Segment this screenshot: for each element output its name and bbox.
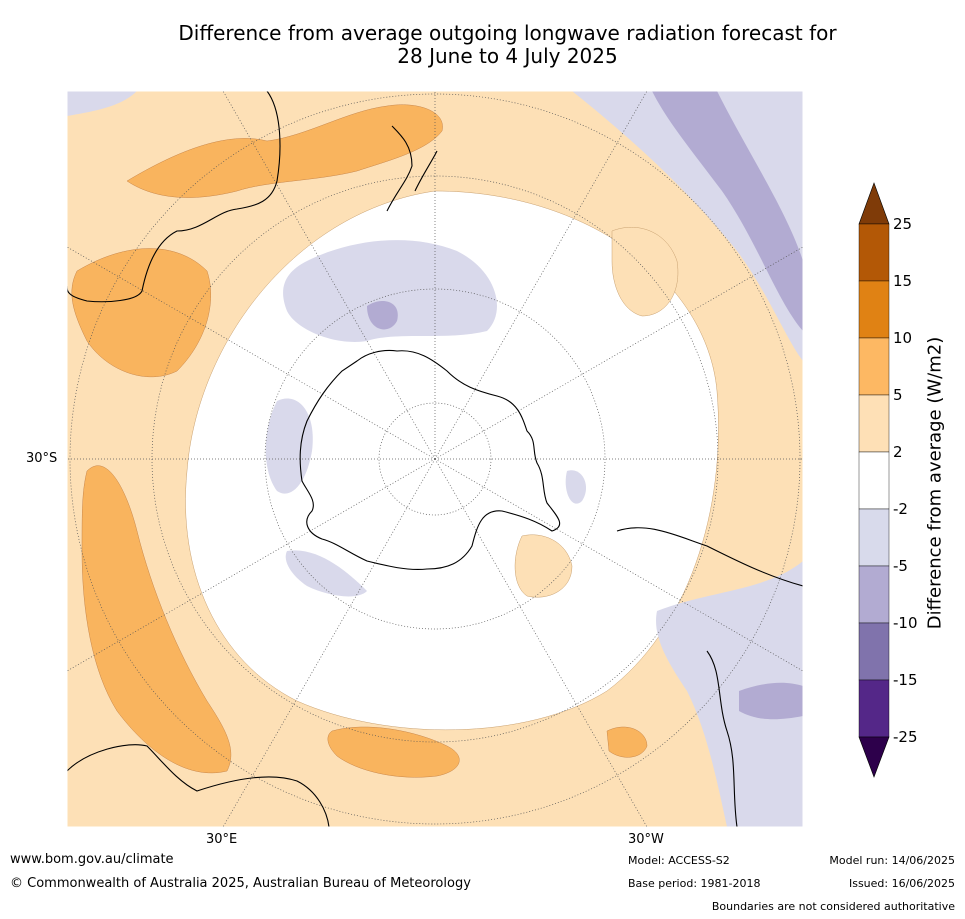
colorbar-segment — [858, 337, 890, 396]
colorbar-tick: -2 — [893, 500, 908, 518]
anomaly-pos-top-band — [126, 104, 443, 198]
map-title: Difference from average outgoing longwav… — [100, 22, 915, 68]
colorbar-segment — [858, 394, 890, 453]
model-text: Model: ACCESS-S2 — [628, 854, 730, 867]
colorbar-tick: 25 — [893, 215, 913, 233]
base-period-text: Base period: 1981-2018 — [628, 877, 761, 890]
colorbar-segment — [858, 679, 890, 738]
anomaly-neg-lower-right — [656, 561, 803, 827]
colorbar-tick: -15 — [893, 671, 918, 689]
graticule-lon — [67, 91, 803, 827]
colorbar-segment — [858, 508, 890, 567]
colorbar-tick: 2 — [893, 443, 903, 461]
anomaly-pos-bottom-right — [606, 726, 648, 758]
lon-label-30w: 30°W — [628, 832, 664, 847]
colorbar-segment — [858, 223, 890, 282]
colorbar-tick: -25 — [893, 728, 918, 746]
colorbar-tick: 5 — [893, 386, 903, 404]
colorbar-tick: 15 — [893, 272, 913, 290]
website-link[interactable]: www.bom.gov.au/climate — [10, 852, 174, 867]
title-line-2: 28 June to 4 July 2025 — [397, 44, 618, 68]
colorbar-segment — [858, 565, 890, 624]
anomaly-pos-patch-se — [514, 534, 573, 598]
anomaly-pos-bottom-band — [327, 726, 460, 778]
colorbar-tick: -10 — [893, 614, 918, 632]
anomaly-pos-left-upper — [71, 248, 211, 378]
anomaly-neg-antarctic-a — [283, 240, 497, 342]
colorbar-arrow-top — [858, 182, 890, 225]
anomaly-neg-top-left — [67, 91, 137, 116]
title-line-1: Difference from average outgoing longwav… — [178, 21, 837, 45]
colorbar-segment — [858, 280, 890, 339]
anomaly-neg-antarctic-b — [367, 301, 398, 330]
issued-text: Issued: 16/06/2025 — [848, 877, 955, 890]
coastline-south-america — [616, 527, 803, 827]
colorbar — [858, 182, 890, 778]
copyright-text: © Commonwealth of Australia 2025, Austra… — [10, 876, 471, 891]
anomaly-pos-patch-e — [611, 227, 679, 317]
polar-map — [67, 91, 803, 827]
colorbar-arrow-bottom — [858, 736, 890, 778]
disclaimer-text: Boundaries are not considered authoritat… — [711, 900, 955, 913]
anomaly-neg-antarctic-d — [285, 550, 367, 597]
colorbar-segment — [858, 451, 890, 510]
anomaly-neg-lower-right-strong — [739, 682, 803, 720]
anomaly-neg-upper-right-strong — [652, 91, 803, 331]
colorbar-label: Difference from average (W/m2) — [924, 336, 946, 630]
colorbar-segment — [858, 622, 890, 681]
lon-label-30e: 30°E — [206, 832, 238, 847]
coastline-new-zealand — [386, 125, 438, 212]
colorbar-tick: 10 — [893, 329, 913, 347]
model-run-text: Model run: 14/06/2025 — [829, 854, 955, 867]
coastline-australia — [67, 91, 281, 303]
anomaly-pos-outer-band — [67, 91, 803, 827]
anomaly-neg-antarctic-e — [565, 470, 587, 504]
colorbar-tick: -5 — [893, 557, 908, 575]
lat-label-30s: 30°S — [26, 451, 58, 466]
coastline-africa — [67, 744, 330, 827]
coastline-antarctica — [299, 349, 561, 570]
